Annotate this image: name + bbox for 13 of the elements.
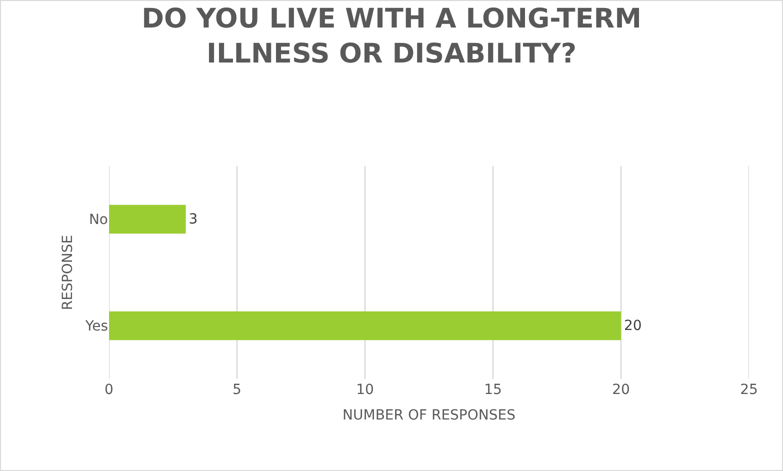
x-tick-label: 10: [356, 382, 374, 398]
x-tick-label: 15: [484, 382, 502, 398]
x-tick-label: 0: [104, 382, 114, 398]
x-tick-label: 20: [612, 382, 630, 398]
chart-title: DO YOU LIVE WITH A LONG-TERM ILLNESS OR DISABILITY?: [142, 4, 642, 70]
x-tick-label: 5: [232, 382, 242, 398]
data-label: 20: [624, 318, 642, 334]
y-tick-label: No: [88, 212, 108, 228]
x-tick-label: 25: [740, 382, 758, 398]
data-label: 3: [188, 211, 198, 228]
x-axis-title: NUMBER OF RESPONSES: [342, 407, 516, 424]
y-axis-title: RESPONSE: [60, 234, 76, 310]
y-tick-label: Yes: [84, 318, 108, 335]
